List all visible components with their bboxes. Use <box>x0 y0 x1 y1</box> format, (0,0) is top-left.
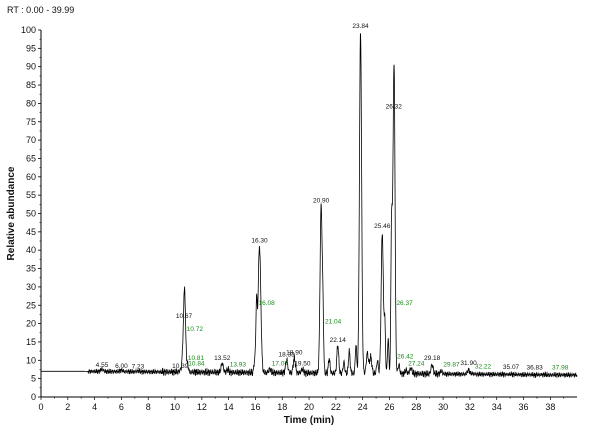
y-tick-label: 60 <box>26 172 36 182</box>
y-tick-label: 0 <box>31 392 36 402</box>
y-tick-label: 30 <box>26 282 36 292</box>
y-tick-label: 65 <box>26 153 36 163</box>
peak-label: 25.46 <box>374 223 391 230</box>
y-tick-label: 50 <box>26 209 36 219</box>
chromatogram-trace <box>41 33 578 379</box>
x-tick-label: 24 <box>358 402 368 412</box>
x-tick-label: 2 <box>65 402 70 412</box>
peak-label: 35.07 <box>503 364 520 371</box>
y-tick-label: 100 <box>21 25 36 35</box>
y-tick-label: 70 <box>26 135 36 145</box>
peak-label: 10.72 <box>187 326 204 333</box>
peak-label: 18.90 <box>286 350 303 357</box>
x-tick-label: 0 <box>38 402 43 412</box>
y-tick-label: 5 <box>31 374 36 384</box>
x-tick-label: 12 <box>197 402 207 412</box>
peak-label: 32.22 <box>475 364 492 371</box>
y-tick-label: 35 <box>26 264 36 274</box>
x-axis: 0 2 4 6 8 10 12 14 16 18 20 22 24 26 28 30 32 34 36 38 <box>38 396 577 412</box>
y-tick-label: 95 <box>26 43 36 53</box>
x-tick-label: 6 <box>119 402 124 412</box>
x-tick-label: 20 <box>304 402 314 412</box>
y-tick-label: 40 <box>26 245 36 255</box>
x-tick-label: 16 <box>250 402 260 412</box>
y-tick-label: 75 <box>26 117 36 127</box>
x-tick-label: 4 <box>92 402 97 412</box>
peak-label: 17.07 <box>272 361 289 368</box>
peak-label: 10.84 <box>188 361 205 368</box>
peak-label: 26.32 <box>386 104 403 111</box>
x-tick-label: 36 <box>519 402 529 412</box>
peak-label: 10.67 <box>176 313 193 320</box>
x-tick-label: 34 <box>492 402 502 412</box>
y-tick-label: 80 <box>26 98 36 108</box>
peak-label: 13.93 <box>230 361 247 368</box>
peak-label: 26.42 <box>397 353 414 360</box>
peak-label: 7.23 <box>132 364 145 371</box>
y-tick-label: 25 <box>26 300 36 310</box>
y-tick-label: 15 <box>26 337 36 347</box>
x-tick-label: 38 <box>545 402 555 412</box>
x-tick-label: 8 <box>146 402 151 412</box>
peak-label: 16.08 <box>259 300 276 307</box>
x-tick-label: 30 <box>438 402 448 412</box>
peak-label: 6.00 <box>115 363 128 370</box>
peak-label: 29.18 <box>424 355 441 362</box>
y-tick-label: 45 <box>26 227 36 237</box>
peak-label: 20.90 <box>313 197 330 204</box>
x-tick-label: 28 <box>411 402 421 412</box>
peak-label: 36.83 <box>527 365 544 372</box>
x-tick-label: 22 <box>331 402 341 412</box>
peak-label: 23.84 <box>352 23 369 30</box>
x-axis-title: Time (min) <box>284 415 334 426</box>
x-tick-label: 14 <box>224 402 234 412</box>
rt-range-label: RT : 0.00 - 39.99 <box>7 5 74 15</box>
x-tick-label: 10 <box>170 402 180 412</box>
peak-label: 27.24 <box>408 361 425 368</box>
peak-label: 21.04 <box>325 318 342 325</box>
y-axis-title: Relative abundance <box>6 166 17 260</box>
y-tick-label: 85 <box>26 80 36 90</box>
peak-label: 19.50 <box>294 361 311 368</box>
peak-label: 10.39 <box>172 363 189 370</box>
peak-label: 31.90 <box>460 360 477 367</box>
x-tick-label: 18 <box>277 402 287 412</box>
peak-label: 16.30 <box>251 238 268 245</box>
x-tick-label: 32 <box>465 402 475 412</box>
y-tick-label: 20 <box>26 319 36 329</box>
peak-label: 26.37 <box>396 300 413 307</box>
y-tick-label: 10 <box>26 355 36 365</box>
y-axis: 0 5 10 15 20 25 30 35 40 45 50 55 60 65 70 75 80 85 90 95 10… <box>21 25 42 402</box>
peak-label: 13.52 <box>214 355 231 362</box>
peak-label: 22.14 <box>330 337 347 344</box>
x-tick-label: 26 <box>384 402 394 412</box>
peak-label: 4.55 <box>96 362 109 369</box>
peak-label: 10.81 <box>188 355 205 362</box>
y-tick-label: 90 <box>26 62 36 72</box>
peak-label: 18.33 <box>279 351 296 358</box>
peak-label: 37.98 <box>552 365 569 372</box>
y-tick-label: 55 <box>26 190 36 200</box>
peak-label: 29.87 <box>443 361 460 368</box>
